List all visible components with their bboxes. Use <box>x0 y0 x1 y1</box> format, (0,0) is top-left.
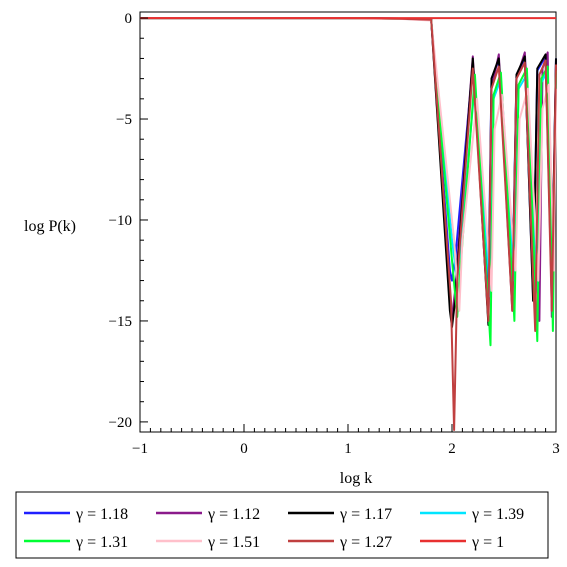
legend-entry-label: γ = 1.31 <box>75 534 128 551</box>
y-axis-label: log P(k) <box>24 218 76 235</box>
x-tick-label: 3 <box>552 441 560 457</box>
y-tick-label: 0 <box>125 11 133 27</box>
legend-entry-label: γ = 1 <box>471 534 504 551</box>
y-tick-label: −10 <box>109 213 132 229</box>
axes-layer: −1 0 1 2 30−5−10−15−20 <box>109 11 560 457</box>
y-tick-label: −15 <box>109 314 132 330</box>
x-tick-label: 1 <box>344 441 352 457</box>
y-tick-label: −20 <box>109 415 132 431</box>
legend-entry-label: γ = 1.39 <box>471 506 524 523</box>
series-layer <box>140 17 557 431</box>
series-line-7 <box>140 17 557 431</box>
legend-entry-label: γ = 1.27 <box>339 534 392 551</box>
x-tick-label: 0 <box>240 441 248 457</box>
legend-entry-label: γ = 1.18 <box>75 506 128 523</box>
y-tick-label: −5 <box>116 112 132 128</box>
legend-entry-label: γ = 1.17 <box>339 506 392 523</box>
labels-layer: log k log P(k) <box>24 218 372 487</box>
legend: γ = 1.18 γ = 1.12 γ = 1.17 γ = 1.39 γ = 1.31… <box>15 491 549 559</box>
x-tick-label: −1 <box>132 441 148 457</box>
x-tick-label: 2 <box>448 441 456 457</box>
legend-box <box>15 491 549 559</box>
legend-entry-label: γ = 1.12 <box>207 506 260 523</box>
x-axis-label: log k <box>340 470 372 487</box>
legend-entry-label: γ = 1.51 <box>207 534 260 551</box>
